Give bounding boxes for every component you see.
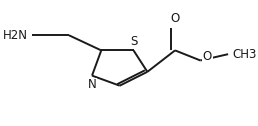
Text: H2N: H2N [3,29,27,42]
Text: S: S [130,35,137,48]
Text: CH3: CH3 [233,48,257,61]
Text: O: O [171,12,180,25]
Text: N: N [88,78,96,91]
Text: O: O [203,50,212,63]
